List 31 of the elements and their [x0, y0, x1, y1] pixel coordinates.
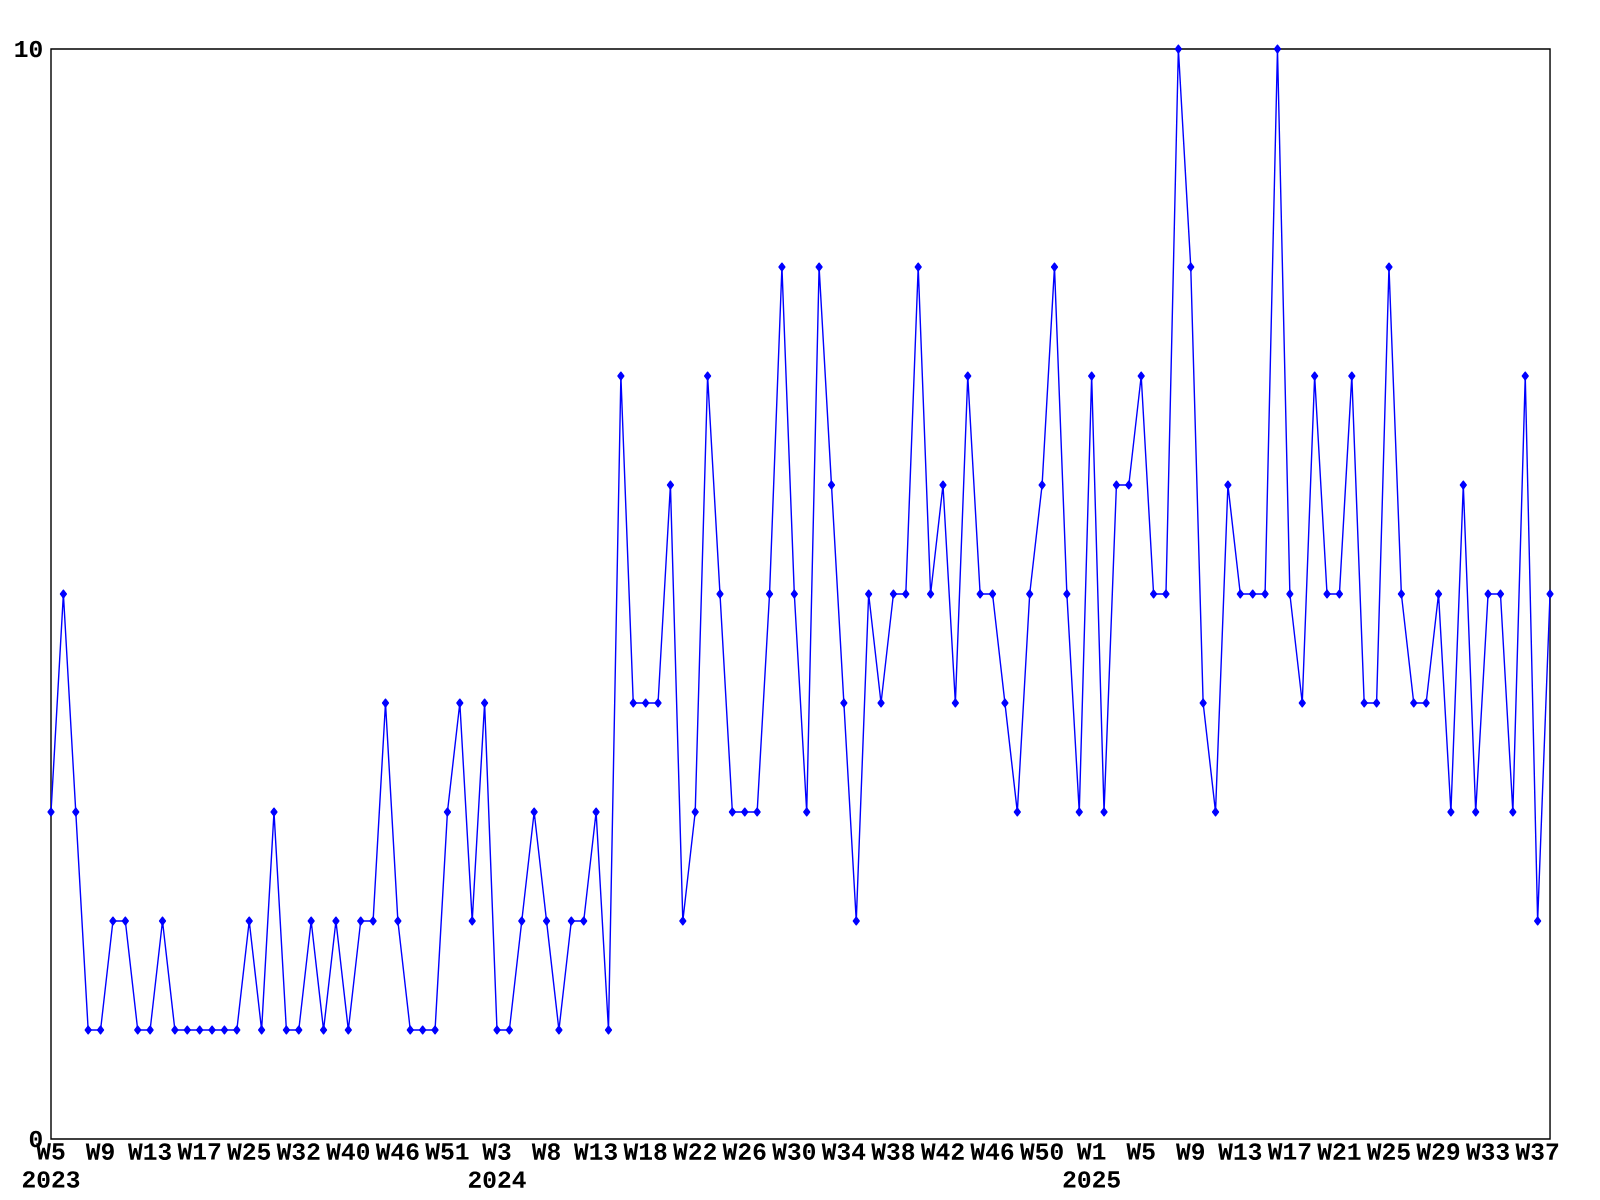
x-tick-label: W34: [821, 1143, 866, 1160]
x-tick-label: W37: [1515, 1143, 1559, 1160]
x-tick-label: W9: [85, 1143, 114, 1160]
x-tick-label: W17: [1267, 1143, 1311, 1160]
x-tick-label: W3 2024: [468, 1143, 526, 1189]
x-tick-label: W29: [1416, 1143, 1460, 1160]
x-tick-label: W33: [1465, 1143, 1509, 1160]
x-tick-label: W46: [970, 1143, 1014, 1160]
x-tick-label: W30: [772, 1143, 816, 1160]
x-tick-label: W9: [1175, 1143, 1205, 1160]
x-tick-label: W18: [623, 1143, 667, 1160]
x-tick-label: W25: [227, 1143, 271, 1160]
x-tick-label: W25: [1366, 1143, 1410, 1160]
x-tick-label: W38: [871, 1143, 915, 1160]
x-tick-label: W13: [127, 1143, 171, 1160]
x-tick-label: W26: [722, 1143, 766, 1160]
x-tick-label: W17: [177, 1143, 221, 1160]
x-tick-label: W50: [1019, 1143, 1063, 1160]
x-tick-label: W5: [1126, 1143, 1155, 1160]
x-tick-label: W40: [326, 1143, 370, 1160]
x-tick-label: W22: [673, 1143, 716, 1160]
x-tick-label: W8: [531, 1143, 560, 1160]
x-tick-label: W21: [1317, 1143, 1361, 1160]
x-tick-label: W13: [1218, 1143, 1262, 1160]
y-tick-label: 10: [15, 40, 42, 58]
x-tick-label: W13: [573, 1143, 617, 1160]
x-tick-label: W1 2025: [1063, 1143, 1120, 1188]
x-tick-label: W51: [425, 1143, 469, 1160]
x-tick-label: W42: [920, 1143, 964, 1160]
x-tick-label: W32: [276, 1143, 320, 1160]
x-tick-label: W46: [375, 1143, 419, 1160]
